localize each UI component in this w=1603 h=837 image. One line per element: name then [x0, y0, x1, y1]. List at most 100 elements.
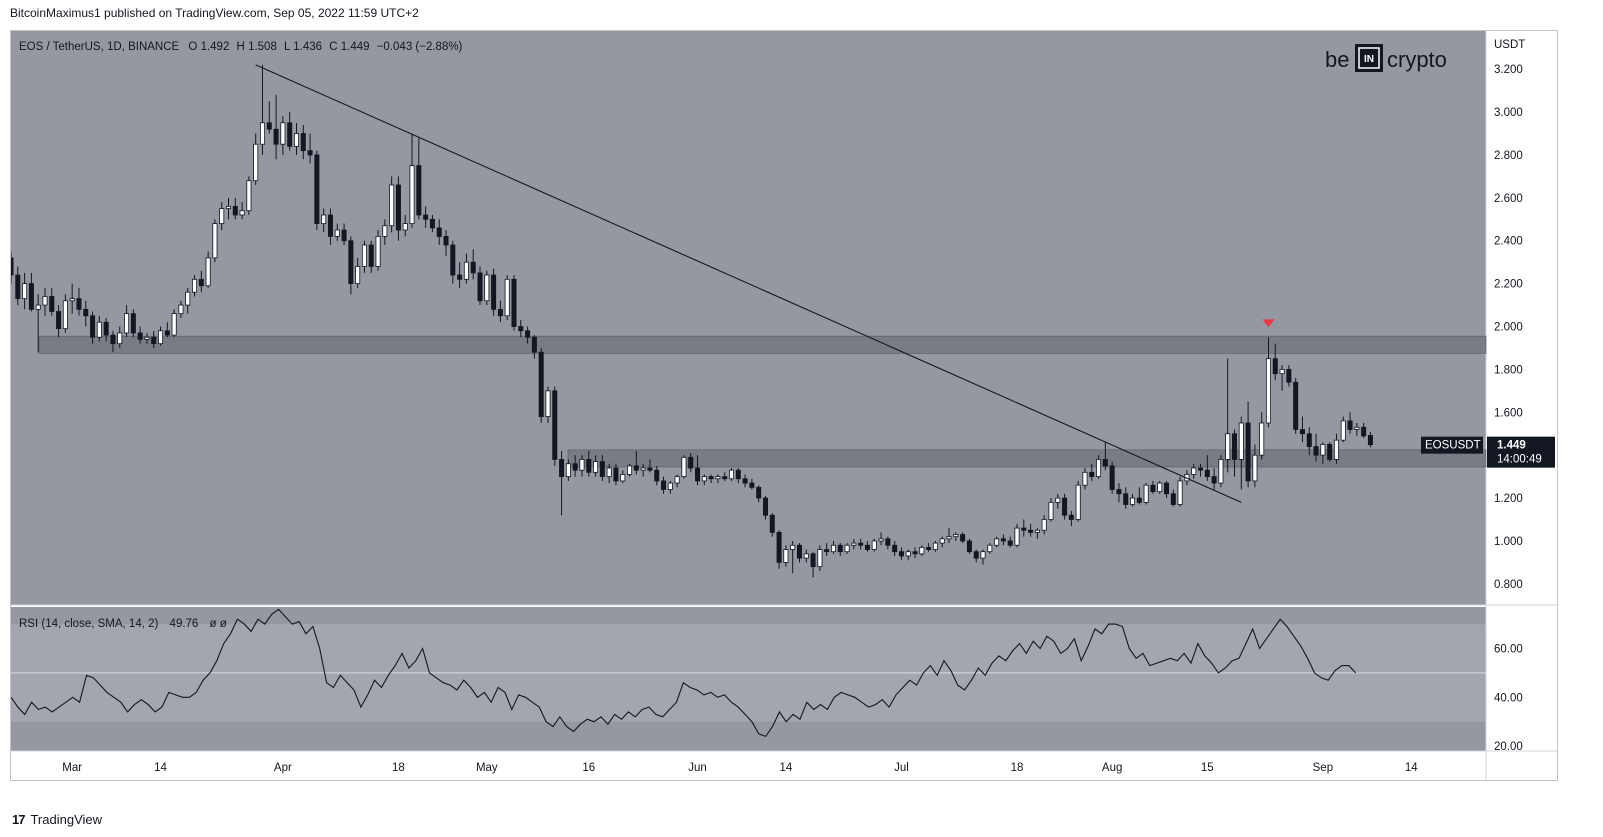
price-tag-countdown: 14:00:49 — [1497, 454, 1542, 466]
candle-body — [1096, 459, 1102, 478]
candle-body — [1068, 514, 1074, 520]
candle-body — [647, 467, 653, 471]
candle-body — [477, 272, 483, 302]
candle-body — [980, 551, 986, 559]
candle-body — [830, 544, 836, 553]
time-tick-label: May — [476, 762, 498, 774]
candle-body — [1238, 422, 1244, 460]
candle-body — [1028, 529, 1034, 533]
candle-body — [803, 553, 809, 559]
candle-body — [280, 122, 286, 145]
rsi-legend[interactable]: RSI (14, close, SMA, 14, 2) 49.76 ø ø — [19, 618, 227, 630]
candle-body — [858, 542, 864, 546]
candle-body — [599, 461, 605, 478]
candle-body — [939, 538, 945, 544]
candle-body — [1265, 358, 1271, 424]
candle-body — [42, 296, 48, 306]
candle-body — [192, 278, 198, 293]
price-tag-bg — [1487, 436, 1555, 468]
candle-body — [1014, 527, 1020, 546]
watermark-bracket — [1358, 47, 1380, 69]
rsi-legend-label: RSI (14, close, SMA, 14, 2) — [19, 618, 159, 630]
candle-body — [1075, 484, 1081, 520]
chart-frame[interactable]: EOS / TetherUS, 1D, BINANCE O 1.492 H 1.… — [10, 30, 1558, 781]
candle-body — [946, 536, 952, 540]
candle-body — [62, 300, 68, 330]
candle-body — [518, 326, 524, 332]
candle-body — [667, 482, 673, 490]
candle-body — [1034, 529, 1040, 533]
price-tick-label: 2.400 — [1494, 236, 1523, 248]
rsi-legend-extra: ø ø — [210, 618, 227, 630]
down-marker-icon — [1262, 319, 1275, 328]
candle-body — [966, 540, 972, 553]
candle-body — [1313, 446, 1319, 456]
candle-body — [90, 315, 96, 338]
rsi-axis[interactable]: 60.00 40.00 20.00 — [1494, 643, 1523, 753]
candle-body — [885, 538, 891, 546]
tradingview-footer[interactable]: 17 TradingView — [12, 812, 102, 827]
candle-body — [973, 551, 979, 559]
candle-body — [273, 128, 279, 145]
candle-body — [783, 549, 789, 563]
candles — [11, 64, 1373, 578]
candle-body — [742, 478, 748, 484]
candle-body — [926, 546, 932, 550]
tradingview-logo-icon: 17 — [12, 812, 26, 827]
legend-h-value: 1.508 — [248, 41, 277, 53]
candle-body — [137, 332, 143, 340]
candle-body — [226, 206, 232, 209]
candle-body — [1123, 493, 1129, 505]
candle-body — [1041, 519, 1047, 531]
candle-body — [409, 165, 415, 224]
candle-body — [287, 122, 293, 147]
candle-body — [1218, 459, 1224, 484]
candle-body — [1340, 420, 1346, 441]
time-tick-label: 15 — [1201, 762, 1214, 774]
candle-body — [633, 465, 639, 471]
candle-body — [124, 313, 130, 334]
candle-body — [327, 214, 333, 237]
ohlc-legend[interactable]: EOS / TetherUS, 1D, BINANCE O 1.492 H 1.… — [19, 41, 463, 53]
candle-body — [1062, 497, 1068, 516]
legend-c-value: 1.449 — [341, 41, 370, 53]
candle-body — [219, 208, 225, 224]
candle-body — [552, 390, 558, 460]
candle-body — [1082, 471, 1088, 486]
price-pane[interactable] — [11, 31, 1486, 605]
candle-body — [817, 549, 823, 568]
candle-body — [994, 538, 1000, 546]
candle-body — [688, 456, 694, 469]
candle-body — [436, 227, 442, 237]
price-axis[interactable]: USDT 3.200 3.000 2.800 2.600 2.400 2.200 2.000… — [1494, 39, 1525, 591]
candle-body — [1198, 467, 1204, 471]
candle-body — [640, 467, 646, 471]
legend-change: −0.043 (−2.88%) — [377, 41, 463, 53]
candle-body — [1327, 444, 1333, 460]
time-tick-label: 16 — [582, 762, 595, 774]
candle-body — [715, 476, 721, 480]
candle-body — [22, 283, 28, 300]
candle-body — [504, 278, 510, 317]
watermark-left: be — [1325, 47, 1349, 72]
chart-svg[interactable]: EOS / TetherUS, 1D, BINANCE O 1.492 H 1.… — [11, 31, 1558, 781]
candle-body — [586, 459, 592, 473]
trendline-group[interactable] — [255, 64, 1242, 503]
candle-body — [559, 459, 565, 478]
candle-body — [810, 553, 816, 568]
candle-body — [1211, 476, 1217, 484]
legend-l-label: L — [284, 41, 291, 53]
candle-body — [457, 274, 463, 280]
candle-body — [1102, 459, 1108, 467]
candle-body — [695, 467, 701, 482]
tradingview-brand: TradingView — [30, 812, 103, 827]
watermark-right: crypto — [1387, 47, 1447, 72]
time-axis[interactable]: Mar 14 Apr 18 May 16 Jun 14 Jul 18 Aug 15 Sep 14 — [62, 762, 1418, 774]
candle-body — [987, 544, 993, 553]
candle-body — [15, 274, 21, 300]
time-tick-label: Aug — [1102, 762, 1122, 774]
time-tick-label: 18 — [1011, 762, 1024, 774]
candle-body — [266, 122, 272, 130]
price-tick-label: 2.000 — [1494, 322, 1523, 334]
candle-body — [1299, 429, 1305, 435]
